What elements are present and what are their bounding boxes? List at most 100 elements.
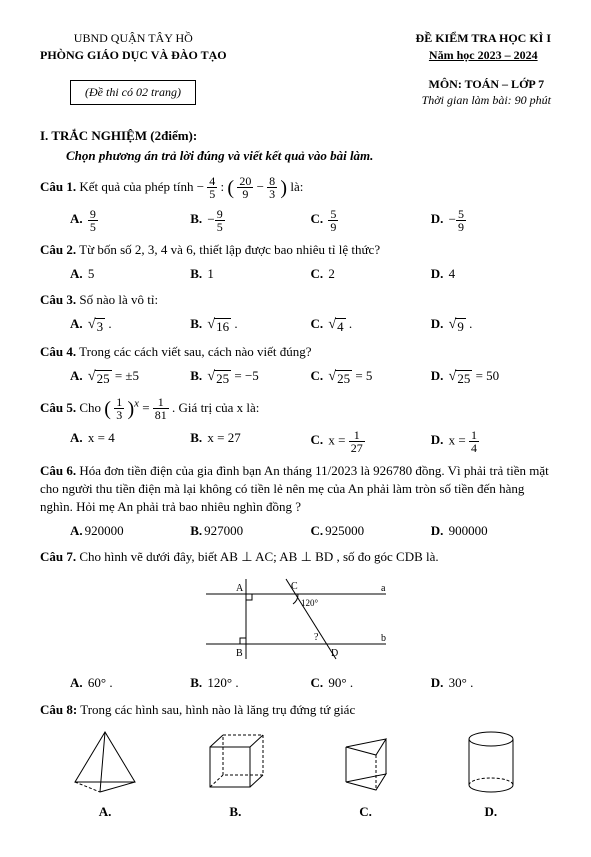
q2-opt-a: A. 5 xyxy=(70,263,190,285)
q2-opt-d: D. 4 xyxy=(431,263,551,285)
q1-paren-close: ) xyxy=(280,177,287,199)
q7-label: Câu 7. xyxy=(40,549,76,564)
q4-opt-a: A. √25 = ±5 xyxy=(70,365,190,389)
q8-shape-b: B. xyxy=(195,727,275,821)
question-2: Câu 2. Từ bốn số 2, 3, 4 và 6, thiết lập… xyxy=(40,241,551,285)
q6-opt-b: B.927000 xyxy=(190,520,310,542)
svg-text:B: B xyxy=(236,648,243,659)
q4-text: Trong các cách viết sau, cách nào viết đ… xyxy=(79,344,311,359)
cylinder-icon xyxy=(456,727,526,797)
q1-opt-d: D. −59 xyxy=(431,206,551,235)
svg-text:b: b xyxy=(381,633,386,644)
q8-cap-a: A. xyxy=(65,803,145,821)
q1-options: A. 95 B. −95 C. 59 D. −59 xyxy=(70,206,551,235)
q3-opt-b: B. √16 . xyxy=(190,313,310,337)
q5-stem: Câu 5. Cho ( 13 )x = 181 . Giá trị của x… xyxy=(40,395,551,423)
issuer-line1: UBND QUẬN TÂY HỒ xyxy=(40,30,227,47)
q7-diagram-svg: A B C D a b 120° ? xyxy=(186,574,406,664)
q3-opt-a: A. √3 . xyxy=(70,313,190,337)
page-count-box: (Đề thi có 02 trang) xyxy=(70,80,196,105)
subject-line: MÔN: TOÁN – LỚP 7 xyxy=(422,76,551,93)
question-6: Câu 6. Hóa đơn tiền điện của gia đình bạ… xyxy=(40,462,551,543)
svg-text:D: D xyxy=(331,648,338,659)
svg-text:?: ? xyxy=(314,632,319,643)
question-7: Câu 7. Cho hình vẽ dưới đây, biết AB ⊥ A… xyxy=(40,548,551,694)
q1-paren-open: ( xyxy=(227,177,234,199)
question-3: Câu 3. Số nào là vô tỉ: A. √3 . B. √16 .… xyxy=(40,291,551,337)
q2-stem: Câu 2. Từ bốn số 2, 3, 4 và 6, thiết lập… xyxy=(40,241,551,259)
q4-options: A. √25 = ±5 B. √25 = −5 C. √25 = 5 D. √2… xyxy=(70,365,551,389)
svg-text:C: C xyxy=(291,581,298,592)
q8-shape-d: D. xyxy=(456,727,526,821)
question-5: Câu 5. Cho ( 13 )x = 181 . Giá trị của x… xyxy=(40,395,551,456)
exam-title: ĐỀ KIỂM TRA HỌC KÌ I xyxy=(416,30,551,47)
svg-text:a: a xyxy=(381,583,386,594)
header-left: UBND QUẬN TÂY HỒ PHÒNG GIÁO DỤC VÀ ĐÀO T… xyxy=(40,30,227,64)
header-right: ĐỀ KIỂM TRA HỌC KÌ I Năm học 2023 – 2024 xyxy=(416,30,551,64)
q1-stem: Câu 1. Kết quả của phép tính − 45 : ( 20… xyxy=(40,174,551,202)
q3-opt-c: C. √4 . xyxy=(311,313,431,337)
pyramid-icon xyxy=(65,727,145,797)
section-1-instruction: Chọn phương án trả lời đúng và viết kết … xyxy=(66,147,551,165)
q5-text-c: . Giá trị của x là: xyxy=(172,399,259,414)
q3-options: A. √3 . B. √16 . C. √4 . D. √9 . xyxy=(70,313,551,337)
q1-text-c: là: xyxy=(290,179,303,194)
q6-label: Câu 6. xyxy=(40,463,76,478)
q8-shapes: A. B. C. xyxy=(40,727,551,821)
q8-stem: Câu 8: Trong các hình sau, hình nào là l… xyxy=(40,701,551,719)
q1-frac-1: 45 xyxy=(207,175,217,200)
issuer-line2: PHÒNG GIÁO DỤC VÀ ĐÀO TẠO xyxy=(40,47,227,64)
q8-shape-c: C. xyxy=(326,727,406,821)
q8-text: Trong các hình sau, hình nào là lăng trụ… xyxy=(80,702,355,717)
q5-opt-d: D. x = 14 xyxy=(431,427,551,456)
q7-opt-b: B. 120° . xyxy=(190,672,310,694)
q3-stem: Câu 3. Số nào là vô tỉ: xyxy=(40,291,551,309)
q8-label: Câu 8: xyxy=(40,702,77,717)
q5-exp: x xyxy=(134,397,139,409)
q4-opt-c: C. √25 = 5 xyxy=(311,365,431,389)
q4-stem: Câu 4. Trong các cách viết sau, cách nào… xyxy=(40,343,551,361)
q7-text: Cho hình vẽ dưới đây, biết AB ⊥ AC; AB ⊥… xyxy=(79,549,438,564)
q1-label: Câu 1. xyxy=(40,179,76,194)
q5-label: Câu 5. xyxy=(40,399,76,414)
q2-text: Từ bốn số 2, 3, 4 và 6, thiết lập được b… xyxy=(79,242,380,257)
subheader-row: (Đề thi có 02 trang) MÔN: TOÁN – LỚP 7 T… xyxy=(40,76,551,110)
q5-opt-c: C. x = 127 xyxy=(311,427,431,456)
q7-figure: A B C D a b 120° ? xyxy=(40,574,551,664)
q7-options: A. 60° . B. 120° . C. 90° . D. 30° . xyxy=(70,672,551,694)
q5-rhs-frac: 181 xyxy=(153,396,169,421)
svg-text:120°: 120° xyxy=(301,598,319,608)
q2-opt-b: B. 1 xyxy=(190,263,310,285)
q1-frac-2: 209 xyxy=(237,175,253,200)
q4-label: Câu 4. xyxy=(40,344,76,359)
q3-opt-d: D. √9 . xyxy=(431,313,551,337)
q5-opt-a: A. x = 4 xyxy=(70,427,190,456)
q5-text-a: Cho xyxy=(79,399,104,414)
q4-opt-b: B. √25 = −5 xyxy=(190,365,310,389)
q8-shape-a: A. xyxy=(65,727,145,821)
q6-stem: Câu 6. Hóa đơn tiền điện của gia đình bạ… xyxy=(40,462,551,517)
q1-opt-c: C. 59 xyxy=(311,206,431,235)
duration-line: Thời gian làm bài: 90 phút xyxy=(422,92,551,109)
q6-text: Hóa đơn tiền điện của gia đình bạn An th… xyxy=(40,463,549,514)
school-year: Năm học 2023 – 2024 xyxy=(416,47,551,64)
q2-opt-c: C. 2 xyxy=(311,263,431,285)
q5-options: A. x = 4 B. x = 27 C. x = 127 D. x = 14 xyxy=(70,427,551,456)
q3-text: Số nào là vô tỉ: xyxy=(79,292,158,307)
section-1-title: I. TRẮC NGHIỆM (2điểm): xyxy=(40,127,551,145)
q4-opt-d: D. √25 = 50 xyxy=(431,365,551,389)
q7-opt-d: D. 30° . xyxy=(431,672,551,694)
subheader-right: MÔN: TOÁN – LỚP 7 Thời gian làm bài: 90 … xyxy=(422,76,551,110)
q5-base-frac: 13 xyxy=(114,396,124,421)
q7-opt-a: A. 60° . xyxy=(70,672,190,694)
q5-paren-open: ( xyxy=(104,398,111,420)
q5-opt-b: B. x = 27 xyxy=(190,427,310,456)
svg-text:A: A xyxy=(236,583,244,594)
q7-opt-c: C. 90° . xyxy=(311,672,431,694)
q2-label: Câu 2. xyxy=(40,242,76,257)
q6-opt-c: C.925000 xyxy=(311,520,431,542)
q8-cap-c: C. xyxy=(326,803,406,821)
q6-options: A.920000 B.927000 C.925000 D. 900000 xyxy=(70,520,551,542)
question-8: Câu 8: Trong các hình sau, hình nào là l… xyxy=(40,701,551,821)
q1-text-a: Kết quả của phép tính − xyxy=(79,179,204,194)
